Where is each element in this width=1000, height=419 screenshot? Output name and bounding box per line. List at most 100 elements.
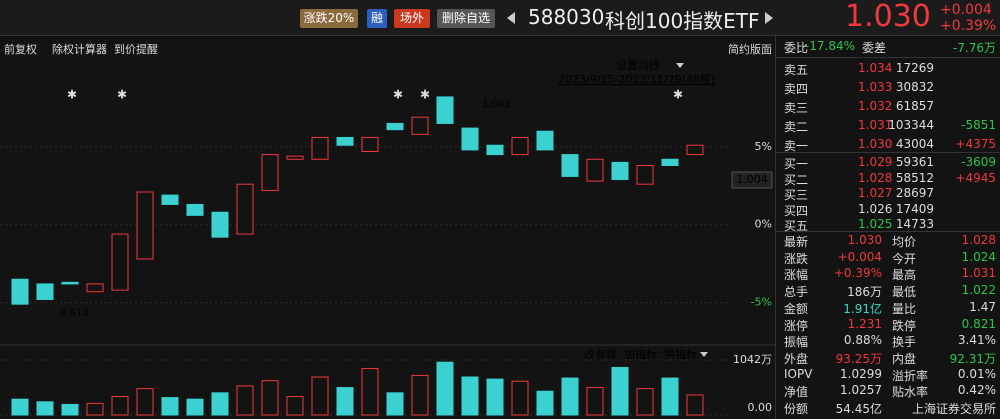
candle xyxy=(186,203,204,216)
price: 1.025 xyxy=(858,217,893,231)
value: 3.41% xyxy=(957,333,996,348)
label: 涨幅 xyxy=(784,268,809,283)
value: 1.022 xyxy=(961,283,996,298)
price: 1.034 xyxy=(858,61,893,75)
ma-setting[interactable]: 设置均线 xyxy=(616,58,660,72)
value: 1.0257 xyxy=(840,383,882,398)
price-marker: 1.004 xyxy=(736,173,768,186)
volume-bar xyxy=(686,394,704,416)
tag[interactable]: 场外 xyxy=(394,9,430,28)
candle xyxy=(136,191,154,260)
prev-arrow[interactable] xyxy=(506,11,516,25)
y-tick-label: -5% xyxy=(751,296,772,309)
price: 1.032 xyxy=(858,99,893,113)
indicator-button[interactable]: 改参数 xyxy=(584,347,617,361)
separator xyxy=(776,57,1000,58)
y-tick-label: 0% xyxy=(755,218,772,231)
candle xyxy=(161,194,179,205)
volume-bar xyxy=(61,403,79,416)
change-pct: +0.39% xyxy=(940,18,997,34)
label: 量比 xyxy=(892,301,917,316)
candle xyxy=(111,233,129,291)
value: 1.231 xyxy=(847,316,882,331)
value: 1.0299 xyxy=(840,366,882,381)
candle xyxy=(536,130,554,151)
quantity: 58512 xyxy=(895,170,934,185)
tag[interactable]: 融 xyxy=(367,9,387,28)
tag[interactable]: 涨跌20% xyxy=(300,9,358,28)
value: 1.024 xyxy=(961,249,996,264)
label: 外盘 xyxy=(784,351,809,366)
price: 1.030 xyxy=(858,137,893,151)
label: 买二 xyxy=(784,172,809,187)
volume-bar xyxy=(511,380,529,416)
candle xyxy=(611,161,629,181)
label: 总手 xyxy=(784,285,809,300)
label: 均价 xyxy=(892,235,917,249)
quantity: 61857 xyxy=(895,99,934,113)
volume-bar xyxy=(536,390,554,416)
volume-bar xyxy=(411,374,429,416)
quantity: 17409 xyxy=(895,201,934,216)
candle xyxy=(586,158,604,182)
price-marker-box xyxy=(731,171,773,189)
label: 涨停 xyxy=(784,318,809,333)
volume-bar xyxy=(11,398,29,416)
label: 跌停 xyxy=(892,318,917,333)
label: 振幅 xyxy=(784,335,809,350)
volume-bar xyxy=(136,388,154,416)
label: 卖二 xyxy=(784,120,809,134)
quantity: 28697 xyxy=(895,186,934,200)
label: 今开 xyxy=(892,251,917,266)
label: 溢折率 xyxy=(892,368,929,383)
candle xyxy=(636,165,654,185)
star: ✱ xyxy=(420,88,430,102)
label: 买四 xyxy=(784,203,809,218)
value: 1.030 xyxy=(847,233,882,247)
star: ✱ xyxy=(673,88,683,102)
separator xyxy=(776,152,1000,153)
change: +0.004 xyxy=(940,2,992,18)
value: 上海证券交易所 xyxy=(911,402,996,416)
dropdown-icon xyxy=(676,63,684,68)
volume-bar xyxy=(111,396,129,416)
high-label: 1.062 xyxy=(482,99,511,110)
volume-bar xyxy=(336,387,354,416)
range: 2023/9/15-2023/11/29(48根) xyxy=(558,72,715,86)
label: 份额 xyxy=(784,402,809,416)
volume-bar xyxy=(186,398,204,416)
volume-bar xyxy=(636,388,654,416)
markers: ✱ ✱ ✱ ✱ ✱ xyxy=(67,88,683,102)
volume-bar xyxy=(586,387,604,416)
candle xyxy=(461,127,479,151)
label: 最新 xyxy=(784,235,809,249)
volume-bar xyxy=(436,361,454,416)
star: ✱ xyxy=(117,88,127,102)
indicator-button[interactable]: 加指标 xyxy=(624,347,657,361)
tool[interactable]: 简约版面 xyxy=(728,43,772,56)
value: 1.031 xyxy=(961,266,996,281)
y-tick-label: 5% xyxy=(755,140,772,153)
panel-divider xyxy=(775,35,776,419)
tool[interactable]: 前复权 xyxy=(4,43,37,56)
volume-bar xyxy=(561,377,579,416)
label: 卖一 xyxy=(784,139,809,153)
next-arrow[interactable] xyxy=(764,11,774,25)
name: 科创100指数ETF xyxy=(605,9,760,33)
candle xyxy=(486,144,504,156)
tool[interactable]: 到价提醒 xyxy=(114,43,158,56)
label: 买一 xyxy=(784,157,809,171)
candle xyxy=(61,281,79,285)
indicator-button[interactable]: 换指标 xyxy=(664,347,697,361)
price: 1.028 xyxy=(858,170,893,185)
candle xyxy=(686,144,704,156)
quantity: 30832 xyxy=(895,80,934,94)
code: 588030 xyxy=(528,5,605,29)
volume-bar xyxy=(486,378,504,416)
candle xyxy=(661,158,679,167)
quantity: 17269 xyxy=(895,61,934,75)
label: 涨跌 xyxy=(784,251,809,266)
tool[interactable]: 除权计算器 xyxy=(52,43,107,56)
tag[interactable]: 删除自选 xyxy=(437,9,495,28)
